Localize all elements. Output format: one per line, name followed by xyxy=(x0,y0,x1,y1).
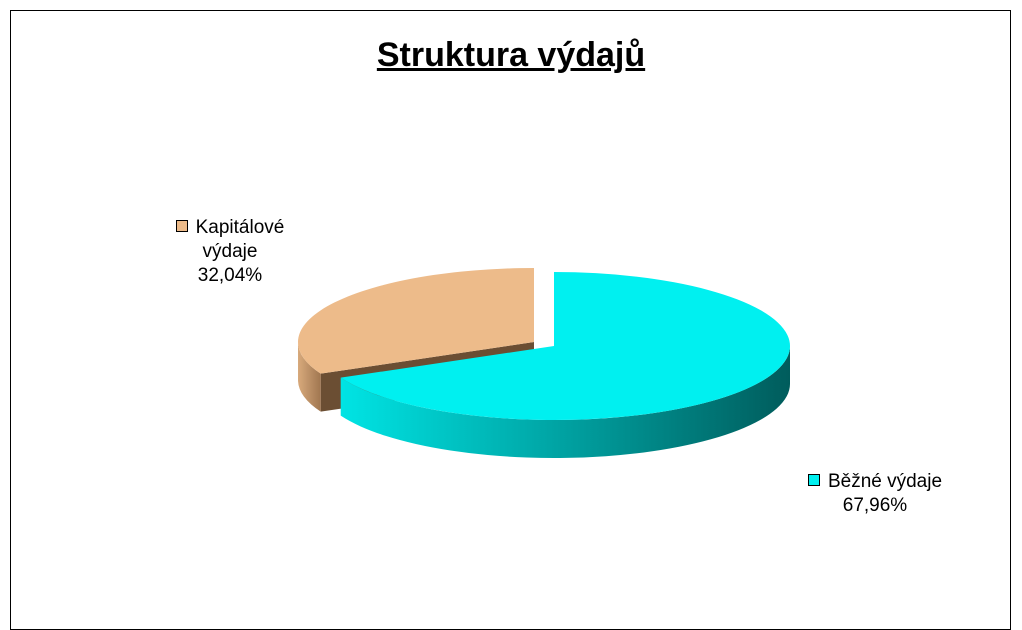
slice-side xyxy=(340,346,790,458)
chart-title: Struktura výdajů xyxy=(376,36,646,74)
slice-label: Běžné výdaje 67,96% xyxy=(770,470,980,518)
pie-slice xyxy=(298,268,534,374)
value-label: 67,96% xyxy=(842,495,908,516)
slice-label: Kapitálové výdaje 32,04% xyxy=(150,216,310,288)
category-label: Kapitálové výdaje xyxy=(195,217,285,262)
value-label: 32,04% xyxy=(197,265,263,286)
category-label: Běžné výdaje xyxy=(827,471,943,492)
legend-key xyxy=(175,220,188,232)
pie-slice xyxy=(340,272,790,421)
slice-side xyxy=(298,342,321,412)
legend-key xyxy=(807,474,820,486)
